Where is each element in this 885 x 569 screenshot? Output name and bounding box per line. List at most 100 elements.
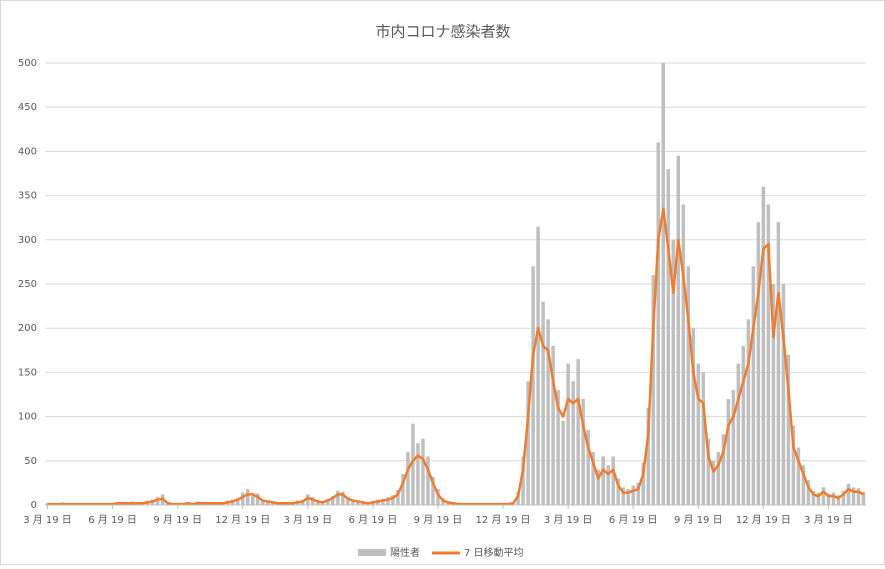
y-tick-label: 150 xyxy=(18,367,37,378)
bar xyxy=(761,186,766,505)
bar xyxy=(306,494,310,505)
bar xyxy=(806,480,811,505)
bar xyxy=(736,363,741,505)
bar xyxy=(351,499,355,505)
bar xyxy=(636,482,640,505)
bar xyxy=(781,284,786,505)
bar xyxy=(566,363,570,505)
bar xyxy=(431,476,435,505)
x-tick-label: 12 月 19 日 xyxy=(215,514,270,526)
bar xyxy=(816,492,821,505)
bar xyxy=(771,284,776,505)
bar xyxy=(611,456,615,505)
bar xyxy=(421,438,425,505)
bar xyxy=(846,483,851,505)
x-tick-label: 3 月 19 日 xyxy=(544,514,593,526)
bar xyxy=(726,398,731,505)
bar xyxy=(596,469,600,505)
bar xyxy=(316,500,320,505)
bar xyxy=(701,372,706,505)
bar xyxy=(426,456,430,505)
bar xyxy=(831,492,836,505)
bar xyxy=(606,465,610,505)
bar xyxy=(821,487,826,505)
x-tick-label: 3 月 19 日 xyxy=(284,514,333,526)
y-tick-label: 350 xyxy=(18,191,37,202)
line xyxy=(47,207,865,506)
y-tick-label: 200 xyxy=(18,323,37,334)
bar xyxy=(526,381,530,505)
legend-label: 7 日移動平均 xyxy=(464,546,524,559)
bar xyxy=(661,63,666,505)
bar xyxy=(731,390,736,505)
y-tick-label: 300 xyxy=(18,235,37,246)
bar xyxy=(406,451,410,505)
y-tick-label: 100 xyxy=(18,412,37,423)
bar xyxy=(346,497,350,505)
bar xyxy=(651,275,655,505)
bar xyxy=(521,456,525,505)
bar xyxy=(601,456,605,505)
y-tick-label: 0 xyxy=(31,500,37,511)
bar xyxy=(786,354,791,505)
bar xyxy=(826,493,831,505)
bar xyxy=(561,421,565,505)
bar xyxy=(696,363,701,505)
y-tick-label: 250 xyxy=(18,279,37,290)
bar xyxy=(586,429,590,505)
bar xyxy=(240,492,245,505)
bar xyxy=(646,407,650,505)
bar xyxy=(861,491,866,505)
bar xyxy=(841,490,846,505)
bar xyxy=(671,239,676,506)
bar xyxy=(416,443,420,505)
bar xyxy=(571,381,575,505)
bar xyxy=(396,489,400,505)
bar xyxy=(256,493,260,505)
bar xyxy=(666,169,671,505)
bar xyxy=(746,319,751,505)
bar xyxy=(551,345,555,505)
bar xyxy=(741,345,746,505)
bar xyxy=(766,204,771,505)
x-tick-label: 12 月 19 日 xyxy=(476,514,531,526)
x-tick-label: 6 月 19 日 xyxy=(349,514,398,526)
y-tick-label: 450 xyxy=(18,102,37,113)
bar xyxy=(556,390,560,505)
x-tick-label: 6 月 19 日 xyxy=(88,514,137,526)
bar xyxy=(676,155,681,505)
bar xyxy=(631,485,635,505)
bar xyxy=(591,451,595,505)
bar xyxy=(341,491,345,505)
bar xyxy=(716,451,721,505)
y-tick-label: 500 xyxy=(18,58,37,69)
bar xyxy=(245,489,250,505)
bar xyxy=(796,447,801,505)
x-tick-label: 9 月 19 日 xyxy=(414,514,463,526)
x-tick-label: 12 月 19 日 xyxy=(736,514,791,526)
bar xyxy=(751,266,756,505)
bar xyxy=(356,500,360,505)
bar xyxy=(691,328,696,505)
bar xyxy=(801,465,806,505)
bar xyxy=(235,497,240,505)
x-tick-label: 3 月 19 日 xyxy=(23,514,72,526)
bar xyxy=(851,487,856,505)
chart-title: 市内コロナ感染者数 xyxy=(375,23,510,41)
bar xyxy=(391,495,395,505)
bar xyxy=(411,423,415,505)
bar xyxy=(541,301,545,505)
bar xyxy=(836,495,841,505)
legend-swatch xyxy=(358,549,386,556)
bar xyxy=(811,490,816,505)
bar xyxy=(251,496,255,505)
bar xyxy=(626,489,630,505)
bar xyxy=(711,460,716,505)
bar xyxy=(386,497,390,505)
y-tick-label: 400 xyxy=(18,146,37,157)
bar xyxy=(536,226,540,506)
bar xyxy=(336,490,340,505)
y-tick-label: 50 xyxy=(24,456,37,467)
bar xyxy=(756,222,761,505)
